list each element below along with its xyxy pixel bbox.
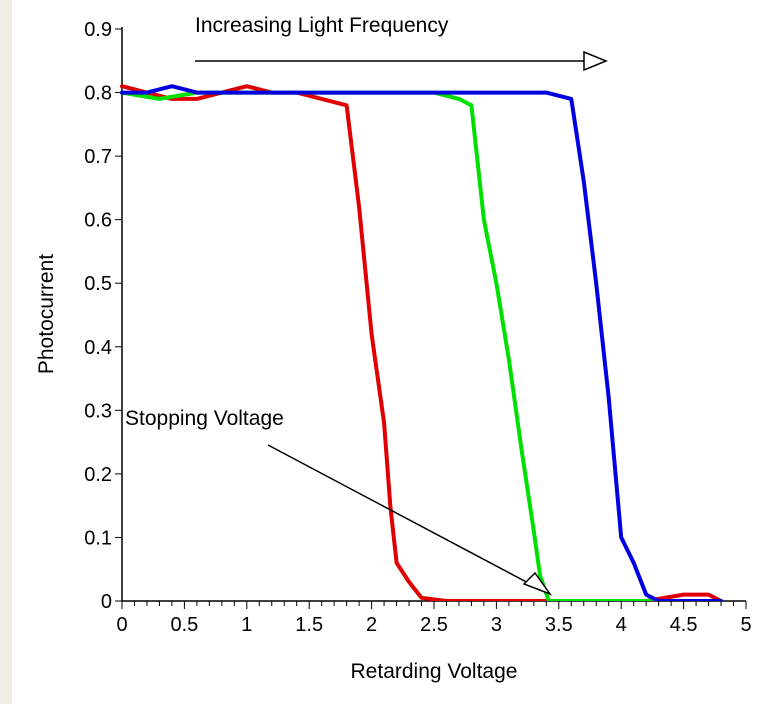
stopping-voltage-label: Stopping Voltage <box>125 407 284 430</box>
stopping-arrow-shaft <box>267 444 535 587</box>
x-tick-label: 0 <box>116 614 127 636</box>
x-axis-title: Retarding Voltage <box>351 660 518 683</box>
y-tick-label: 0.5 <box>84 273 112 295</box>
x-tick-label: 2 <box>366 614 377 636</box>
y-tick-label: 0.4 <box>84 337 112 359</box>
series-line-1 <box>120 84 723 601</box>
frequency-annotation-label: Increasing Light Frequency <box>195 14 449 37</box>
y-tick-label: 0.2 <box>84 464 112 486</box>
frequency-arrow-head <box>583 50 608 72</box>
x-tick-label: 3 <box>491 614 502 636</box>
y-tick-label: 0.9 <box>84 19 112 41</box>
frequency-annotation: Increasing Light Frequency <box>195 14 608 72</box>
x-tick-label: 4.5 <box>670 614 698 636</box>
y-tick-label: 0 <box>101 591 112 613</box>
x-tick-label: 1.5 <box>295 614 323 636</box>
axes: 0 0.5 1 1.5 2 2.5 3 3.5 4 4.5 5 0 0.1 0.2 0.3 0.4 0.5 0.6… <box>84 19 751 636</box>
x-tick-label: 5 <box>740 614 751 636</box>
stopping-arrow-head <box>522 571 553 596</box>
chart-panel: 0 0.5 1 1.5 2 2.5 3 3.5 4 4.5 5 0 0.1 0.2 0.3 0.4 0.5 0.6… <box>12 0 760 704</box>
x-tick-label: 2.5 <box>420 614 448 636</box>
y-tick-label: 0.3 <box>84 400 112 422</box>
series-line-3 <box>120 84 723 601</box>
stopping-voltage-annotation: Stopping Voltage <box>125 407 553 596</box>
y-tick-label: 0.1 <box>84 527 112 549</box>
series-group <box>120 84 723 601</box>
x-tick-label: 0.5 <box>170 614 198 636</box>
x-tick-label: 1 <box>241 614 252 636</box>
y-tick-label: 0.7 <box>84 146 112 168</box>
series-line-2 <box>120 90 723 601</box>
photocurrent-chart: 0 0.5 1 1.5 2 2.5 3 3.5 4 4.5 5 0 0.1 0.2 0.3 0.4 0.5 0.6… <box>35 14 752 683</box>
y-tick-label: 0.6 <box>84 210 112 232</box>
y-axis-title: Photocurrent <box>35 254 58 374</box>
y-tick-label: 0.8 <box>84 83 112 105</box>
x-tick-label: 4 <box>616 614 627 636</box>
x-tick-label: 3.5 <box>545 614 573 636</box>
